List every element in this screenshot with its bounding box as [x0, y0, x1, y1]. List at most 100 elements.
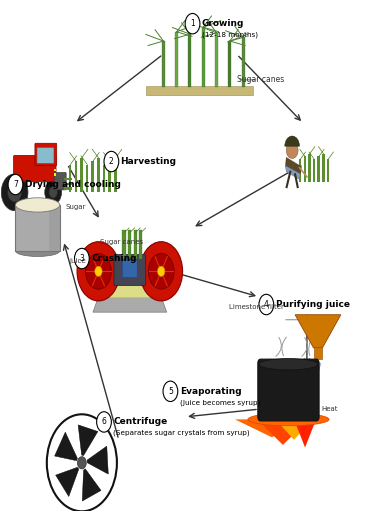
Circle shape [104, 152, 119, 172]
Text: Drying and cooling: Drying and cooling [25, 180, 121, 189]
Circle shape [77, 242, 120, 301]
Polygon shape [87, 446, 108, 474]
Text: Harvesting: Harvesting [121, 157, 177, 166]
Circle shape [185, 13, 200, 34]
Text: Evaporating: Evaporating [180, 387, 241, 396]
Polygon shape [56, 467, 79, 497]
Polygon shape [93, 297, 167, 312]
Polygon shape [276, 419, 312, 440]
Bar [53, 168, 56, 172]
Ellipse shape [248, 413, 329, 426]
Circle shape [8, 174, 23, 195]
Bar [128, 230, 131, 259]
Circle shape [163, 381, 178, 401]
Text: Sugar: Sugar [65, 204, 86, 210]
Ellipse shape [16, 198, 60, 212]
Bar [303, 157, 306, 182]
Circle shape [148, 253, 174, 289]
Text: Juice: Juice [69, 258, 86, 264]
Bar [308, 154, 311, 182]
Bar [97, 158, 100, 192]
Bar [299, 159, 302, 182]
Polygon shape [294, 419, 316, 447]
Bar [139, 230, 142, 259]
Ellipse shape [259, 358, 318, 370]
Text: 3: 3 [79, 254, 84, 263]
Bar [202, 27, 205, 87]
Text: (Separates sugar crystals from syrup): (Separates sugar crystals from syrup) [113, 430, 250, 436]
Bar [64, 187, 72, 190]
Bar [80, 158, 83, 192]
Bar [242, 37, 244, 87]
Bar [91, 161, 94, 192]
Text: 6: 6 [102, 417, 106, 426]
Circle shape [140, 242, 183, 301]
Bar [322, 154, 325, 182]
Text: (Juice becomes syrup): (Juice becomes syrup) [180, 399, 260, 406]
Bar [108, 161, 111, 192]
Circle shape [49, 186, 58, 198]
Bar [175, 32, 178, 87]
FancyBboxPatch shape [122, 260, 137, 278]
Circle shape [8, 183, 22, 202]
Bar [228, 41, 231, 87]
Bar [188, 34, 191, 87]
Text: 7: 7 [13, 180, 18, 189]
Bar [64, 183, 72, 185]
Text: 1: 1 [190, 19, 195, 28]
Text: (12-18 months): (12-18 months) [202, 32, 258, 38]
Bar [75, 161, 77, 192]
Wedge shape [285, 136, 299, 146]
Circle shape [86, 253, 111, 289]
Bar [69, 164, 72, 192]
FancyBboxPatch shape [13, 155, 56, 182]
FancyBboxPatch shape [147, 87, 253, 96]
Polygon shape [315, 363, 321, 373]
Bar [313, 347, 322, 359]
FancyBboxPatch shape [16, 205, 60, 251]
Bar [215, 33, 218, 87]
Bar [53, 174, 56, 176]
Polygon shape [286, 158, 301, 174]
Text: Sugar canes: Sugar canes [237, 75, 284, 84]
Bar [103, 164, 105, 192]
Circle shape [1, 174, 28, 211]
Circle shape [75, 248, 89, 269]
FancyBboxPatch shape [258, 359, 319, 421]
Text: Purifying juice: Purifying juice [276, 300, 349, 309]
Bar [86, 164, 88, 192]
Circle shape [78, 457, 86, 469]
Bar [162, 41, 165, 87]
Bar [318, 157, 320, 182]
Polygon shape [286, 165, 300, 179]
Circle shape [47, 414, 117, 511]
FancyBboxPatch shape [37, 147, 54, 163]
Bar [313, 159, 315, 182]
FancyBboxPatch shape [114, 254, 146, 286]
Polygon shape [235, 419, 309, 437]
Polygon shape [55, 432, 78, 461]
FancyBboxPatch shape [54, 173, 66, 190]
Polygon shape [78, 425, 98, 456]
FancyBboxPatch shape [35, 143, 57, 166]
Polygon shape [257, 419, 309, 445]
Text: Heat: Heat [322, 406, 338, 412]
Circle shape [95, 266, 102, 276]
Circle shape [259, 294, 274, 315]
Polygon shape [102, 279, 158, 298]
Circle shape [45, 181, 62, 204]
Bar [122, 230, 126, 259]
Text: Growing: Growing [202, 19, 244, 28]
Text: Centrifuge: Centrifuge [113, 417, 167, 426]
Text: Crushing: Crushing [91, 254, 137, 263]
Bar [64, 178, 72, 180]
Polygon shape [82, 469, 101, 501]
Text: Sugar canes: Sugar canes [100, 239, 144, 245]
Circle shape [96, 412, 111, 432]
Circle shape [158, 266, 165, 276]
FancyBboxPatch shape [49, 205, 60, 251]
Text: 5: 5 [168, 387, 173, 396]
Bar [327, 159, 329, 182]
Polygon shape [295, 315, 341, 348]
Circle shape [286, 142, 298, 159]
